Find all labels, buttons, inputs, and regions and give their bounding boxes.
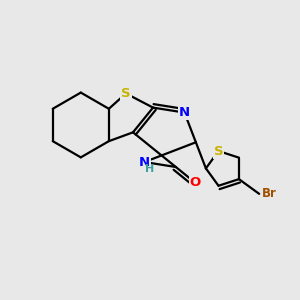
Text: O: O — [190, 176, 201, 189]
Text: N: N — [139, 155, 150, 169]
Text: Br: Br — [262, 187, 277, 200]
Text: N: N — [179, 106, 190, 119]
Text: H: H — [145, 164, 154, 173]
Text: S: S — [121, 87, 131, 100]
Text: S: S — [214, 145, 223, 158]
